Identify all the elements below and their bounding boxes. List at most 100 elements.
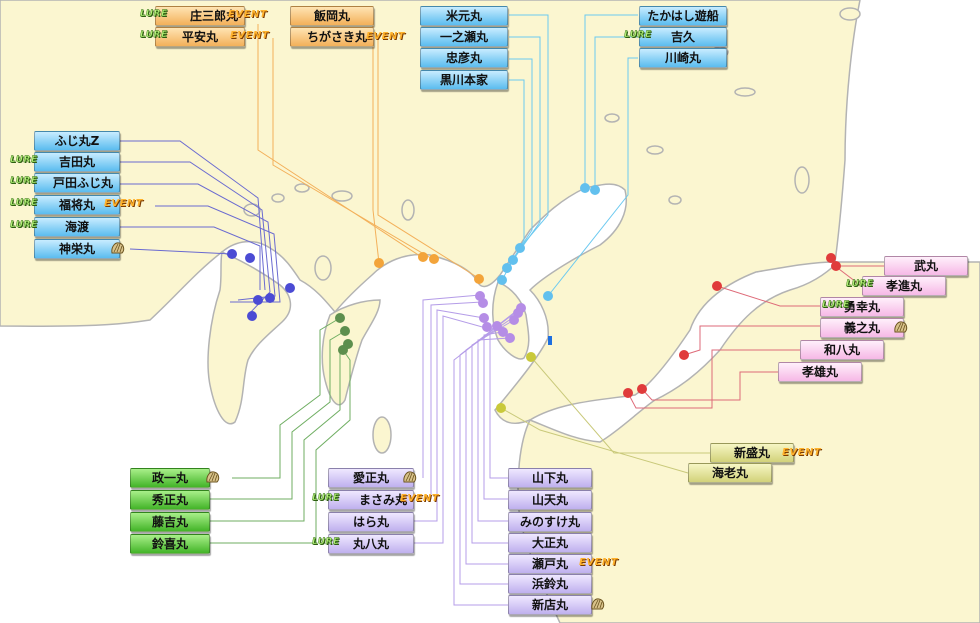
tag-ebi-maru[interactable]: 海老丸: [688, 463, 772, 483]
tag-yamashita-maru[interactable]: 山下丸: [508, 468, 592, 488]
lure-badge: LURE: [846, 279, 874, 289]
tag-kaito[interactable]: 海渡: [34, 217, 120, 237]
tag-label: 政一丸: [151, 471, 188, 485]
tag-label: 米元丸: [445, 9, 482, 23]
tag-label: 愛正丸: [352, 471, 389, 485]
tag-yonemoto-maru[interactable]: 米元丸: [420, 6, 508, 26]
lure-badge: LURE: [312, 537, 340, 547]
shellfish-icon: [591, 598, 605, 610]
tag-label: 和八丸: [823, 343, 860, 357]
tag-seto-maru[interactable]: 瀬戸丸: [508, 554, 592, 574]
tag-label: 飯岡丸: [313, 9, 350, 23]
tag-fukusho-maru[interactable]: 福将丸: [34, 195, 120, 215]
tag-label: 海老丸: [711, 466, 748, 480]
tag-label: 義之丸: [843, 321, 880, 335]
tag-label: 川崎丸: [664, 51, 701, 65]
tag-label: 吉久: [670, 30, 695, 44]
tag-label: 福将丸: [58, 198, 95, 212]
tag-label: ちがさき丸: [306, 30, 367, 44]
tag-kurokawa-honke[interactable]: 黒川本家: [420, 70, 508, 90]
tag-yoshiyuki-maru[interactable]: 義之丸: [820, 318, 904, 338]
tag-label: 孝進丸: [885, 279, 922, 293]
tag-yoshihisa[interactable]: 吉久: [639, 27, 727, 47]
tag-takao-maru[interactable]: 孝雄丸: [778, 362, 862, 382]
tag-label: 山下丸: [531, 471, 568, 485]
tag-label: 海渡: [64, 220, 89, 234]
tag-label: 孝雄丸: [801, 365, 838, 379]
event-badge: EVENT: [400, 493, 440, 504]
shellfish-icon: [111, 242, 125, 254]
tag-label: 丸八丸: [352, 537, 389, 551]
shellfish-icon: [206, 471, 220, 483]
tag-label: 鈴喜丸: [151, 537, 188, 551]
tag-shinten-maru[interactable]: 新店丸: [508, 595, 592, 615]
marker-blue: [548, 336, 552, 345]
tag-iioka-maru[interactable]: 飯岡丸: [290, 6, 374, 26]
tag-label: ふじ丸Z: [54, 134, 100, 148]
tag-label: 大正丸: [531, 536, 568, 550]
tag-koshin-maru[interactable]: 孝進丸: [862, 276, 946, 296]
lure-badge: LURE: [140, 30, 168, 40]
tag-heian-maru[interactable]: 平安丸: [155, 27, 245, 47]
tag-label: 浜鈴丸: [531, 577, 568, 591]
port-dots: [227, 183, 841, 413]
tag-suzuki-maru[interactable]: 鈴喜丸: [130, 534, 210, 554]
tag-shinsei-maru[interactable]: 新盛丸: [710, 443, 794, 463]
tag-label: 平安丸: [181, 30, 218, 44]
tag-label: 藤吉丸: [151, 515, 188, 529]
event-badge: EVENT: [228, 9, 268, 20]
tag-label: 吉田丸: [58, 155, 95, 169]
tag-label: はら丸: [352, 515, 389, 529]
tag-shinei-maru[interactable]: 神栄丸: [34, 239, 120, 259]
tag-label: 黒川本家: [439, 73, 488, 87]
tag-yamaten-maru[interactable]: 山天丸: [508, 490, 592, 510]
tag-label: 忠彦丸: [445, 51, 482, 65]
tag-wahachi-maru[interactable]: 和八丸: [800, 340, 884, 360]
connector-lines: [95, 14, 884, 606]
lure-badge: LURE: [10, 220, 38, 230]
tag-takahashi-yusen[interactable]: たかはし遊船: [639, 6, 727, 26]
event-badge: EVENT: [579, 557, 619, 568]
tag-heda-fuji-maru[interactable]: 戸田ふじ丸: [34, 173, 120, 193]
lure-badge: LURE: [822, 300, 850, 310]
tag-label: 秀正丸: [151, 493, 188, 507]
tag-kawasaki-maru[interactable]: 川崎丸: [639, 48, 727, 68]
tag-hamasuzu-maru[interactable]: 浜鈴丸: [508, 574, 592, 594]
event-badge: EVENT: [366, 31, 406, 42]
lure-badge: LURE: [140, 9, 168, 19]
tag-take-maru[interactable]: 武丸: [884, 256, 968, 276]
shellfish-icon: [894, 321, 908, 333]
lure-badge: LURE: [10, 176, 38, 186]
tag-fujiyoshi-maru[interactable]: 藤吉丸: [130, 512, 210, 532]
tag-yuko-maru[interactable]: 勇幸丸: [820, 297, 904, 317]
tag-hidemasa-maru[interactable]: 秀正丸: [130, 490, 210, 510]
tag-label: 新盛丸: [733, 446, 770, 460]
tag-minosuke-maru[interactable]: みのすけ丸: [508, 512, 592, 532]
tag-label: まさみ丸: [358, 493, 407, 507]
tag-shozaburo-maru[interactable]: 庄三郎丸: [155, 6, 245, 26]
tag-label: 神栄丸: [58, 242, 95, 256]
event-badge: EVENT: [230, 30, 270, 41]
tag-label: たかはし遊船: [647, 9, 719, 23]
tag-label: 庄三郎丸: [189, 9, 238, 23]
tag-yoshida-maru[interactable]: 吉田丸: [34, 152, 120, 172]
tag-label: 新店丸: [531, 598, 568, 612]
tag-label: みのすけ丸: [519, 515, 580, 529]
tag-masaichi-maru[interactable]: 政一丸: [130, 468, 210, 488]
tag-ichinose-maru[interactable]: 一之瀬丸: [420, 27, 508, 47]
tag-fuji-maru-z[interactable]: ふじ丸Z: [34, 131, 120, 151]
tag-label: 山天丸: [531, 493, 568, 507]
lure-badge: LURE: [10, 155, 38, 165]
tag-label: 武丸: [913, 259, 938, 273]
tag-hara-maru[interactable]: はら丸: [328, 512, 414, 532]
tag-chigasaki-maru[interactable]: ちがさき丸: [290, 27, 374, 47]
tag-taisho-maru[interactable]: 大正丸: [508, 533, 592, 553]
tag-masami-maru[interactable]: まさみ丸: [328, 490, 414, 510]
tag-maruhachi-maru[interactable]: 丸八丸: [328, 534, 414, 554]
tag-label: 瀬戸丸: [531, 557, 568, 571]
lure-badge: LURE: [312, 493, 340, 503]
tag-label: 戸田ふじ丸: [52, 176, 113, 190]
tag-tadahiko-maru[interactable]: 忠彦丸: [420, 48, 508, 68]
